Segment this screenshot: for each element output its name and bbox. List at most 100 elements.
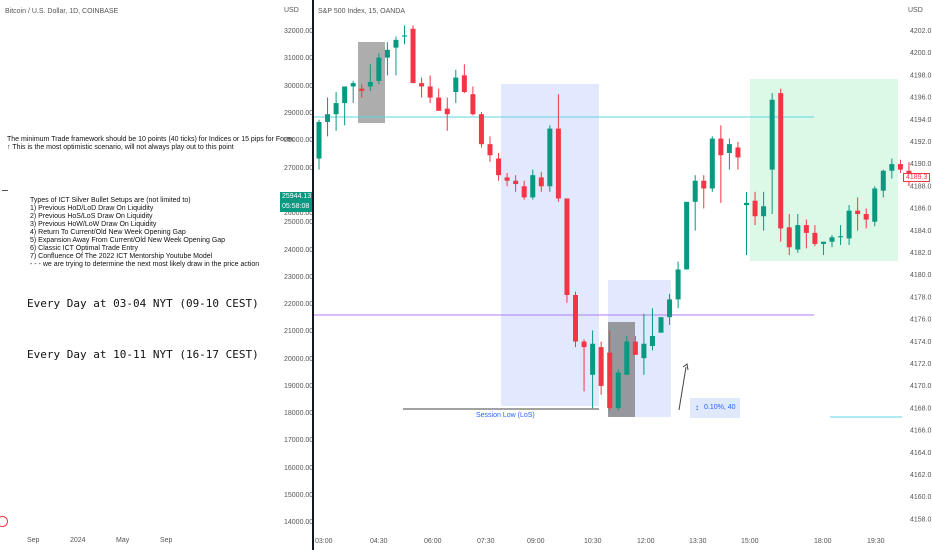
candle-body (812, 232, 818, 244)
left-x-tick: Sep (27, 537, 40, 544)
candle-body (889, 164, 895, 171)
candle (436, 88, 442, 111)
left-chart-pane[interactable]: Bitcoin / U.S. Dollar, 1D, COINBASE The … (0, 0, 314, 550)
candle (675, 261, 681, 309)
right-y-tick: 4190.0 (910, 161, 932, 168)
candle (744, 191, 749, 256)
left-x-tick: May (116, 537, 130, 544)
right-x-tick: 10:30 (584, 538, 602, 545)
candle-body (376, 57, 382, 81)
candle-body (384, 49, 390, 58)
candle-body (820, 241, 826, 244)
candle (470, 86, 476, 116)
candle (590, 330, 596, 409)
setup-item: 2) Previous HoS/LoS Draw On Liquidity (30, 213, 153, 220)
candle (444, 97, 450, 131)
candle-body (367, 82, 373, 87)
right-price-axis[interactable]: USD (898, 0, 932, 550)
session-low-label: Session Low (LoS) (476, 412, 535, 419)
candle-body (684, 201, 690, 270)
right-y-tick: 4162.0 (910, 472, 932, 479)
candle-body (419, 83, 425, 87)
candle (461, 64, 467, 94)
left-y-tick: 26000.00 (284, 210, 314, 217)
left-y-tick: 31000.00 (284, 55, 314, 62)
candle (641, 313, 647, 375)
candle-body (410, 28, 416, 84)
setup-item: 7) Confluence Of The 2022 ICT Mentorship… (30, 253, 213, 260)
candle (453, 69, 459, 104)
candle-body (393, 39, 399, 48)
right-y-tick: 4160.0 (910, 494, 932, 501)
candle-body (855, 210, 861, 214)
candle-body (342, 86, 348, 104)
left-y-tick: 17000.00 (284, 437, 314, 444)
right-y-tick: 4180.0 (910, 272, 932, 279)
candle (419, 77, 425, 98)
right-y-tick: 4158.0 (910, 516, 932, 523)
left-price-axis[interactable]: USD 32000.00 31000.00 30000.00 29000.00 … (276, 0, 314, 550)
right-x-tick: 06:00 (424, 538, 442, 545)
right-chart-pane[interactable]: 4202.0 4200.0 4198.0 4196.0 4194.0 4192.0 4190… (314, 0, 932, 550)
logo-icon[interactable] (0, 516, 8, 527)
candle-body (718, 138, 724, 156)
right-x-tick: 04:30 (370, 538, 388, 545)
candle-body (761, 206, 767, 217)
candle (393, 36, 399, 76)
measure-box[interactable]: ↕ 0.10%, 40 (690, 398, 740, 418)
candle-body (316, 121, 322, 159)
candle-body (863, 214, 869, 220)
candle-body (641, 343, 647, 359)
candle-body (461, 75, 467, 92)
candle (478, 111, 484, 148)
left-countdown: 05:58:08 (280, 202, 314, 212)
left-y-tick: 28000.00 (284, 137, 314, 144)
candle (897, 159, 903, 173)
right-y-tick: 4184.0 (910, 228, 932, 235)
framework-note-1: The minimum Trade framework should be 10… (7, 136, 294, 143)
spx-candles-svg[interactable]: 4202.0 4200.0 4198.0 4196.0 4194.0 4192.0 4190… (314, 0, 932, 550)
candle (795, 214, 801, 253)
left-y-tick: 18000.00 (284, 410, 314, 417)
candle (547, 125, 553, 192)
candle-body (470, 94, 476, 115)
candle (820, 241, 826, 256)
candle-body (547, 128, 553, 187)
candle-body (590, 343, 596, 375)
candle (350, 80, 356, 104)
target-zone (750, 79, 898, 261)
candle-body (786, 227, 792, 248)
candle-body (744, 202, 749, 206)
right-x-tick: 09:00 (527, 538, 545, 545)
candle-body (478, 114, 484, 145)
candle (367, 64, 373, 91)
left-y-tick: 24000.00 (284, 247, 314, 254)
setup-item: Types of ICT Silver Bullet Setups are (n… (30, 197, 191, 204)
pane-divider[interactable] (312, 0, 314, 550)
candle (538, 171, 544, 192)
candle-body (624, 341, 630, 375)
candle-body (581, 341, 587, 348)
candle (786, 214, 792, 256)
candle (735, 141, 741, 170)
left-y-tick: 29000.00 (284, 110, 314, 117)
left-y-tick: 19000.00 (284, 383, 314, 390)
candle-body (632, 341, 638, 355)
candle (376, 53, 382, 85)
candle-body (359, 88, 365, 91)
right-y-tick: 4200.0 (910, 50, 932, 57)
drawing-marker (2, 190, 8, 191)
right-y-tick: 4176.0 (910, 317, 932, 324)
right-x-tick: 19:30 (867, 538, 885, 545)
candle (427, 75, 433, 104)
candle-body (803, 225, 809, 233)
right-y-tick: 4170.0 (910, 383, 932, 390)
candle (855, 197, 861, 231)
candle (513, 175, 519, 192)
arrow-line (678, 366, 687, 411)
candle-body (564, 198, 570, 295)
candle-body (615, 372, 621, 409)
right-y-tick: 4174.0 (910, 339, 932, 346)
framework-note-2: ↑ This is the most optimistic scenario, … (7, 144, 234, 151)
candle-body (325, 114, 331, 122)
